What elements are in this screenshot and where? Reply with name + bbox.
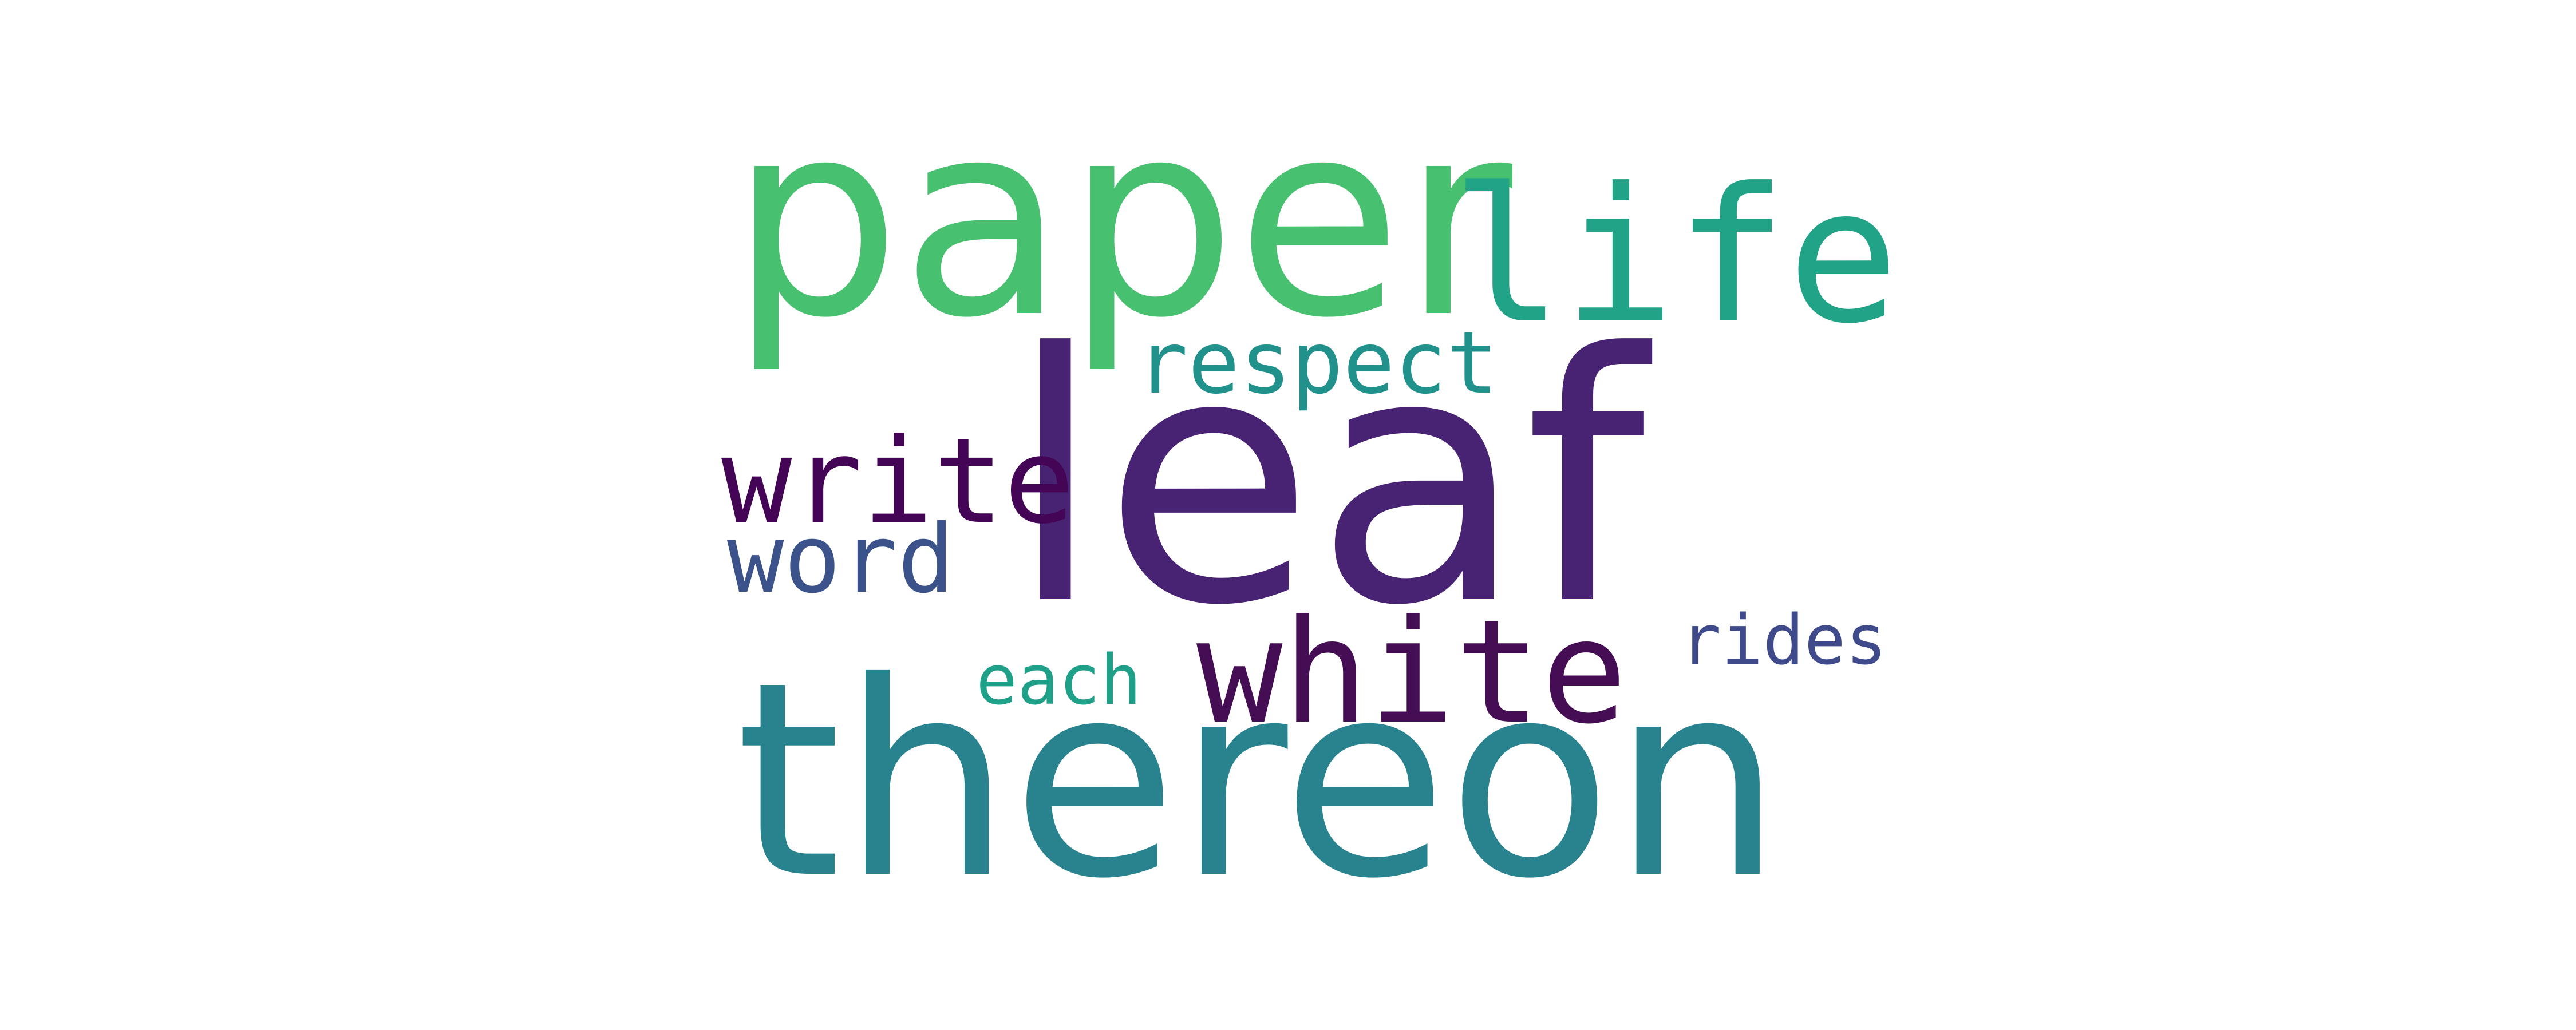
word-each: each bbox=[976, 641, 1141, 720]
word-word: word bbox=[727, 504, 955, 614]
word-leaf: leaf bbox=[1008, 280, 1646, 680]
word-paper: paper bbox=[730, 64, 1513, 377]
word-rides: rides bbox=[1680, 601, 1887, 680]
word-respect: respect bbox=[1136, 314, 1499, 413]
word-life: life bbox=[1451, 148, 1899, 365]
word-thereon: thereon bbox=[736, 624, 1783, 937]
word-white: white bbox=[1196, 589, 1627, 755]
word-write: write bbox=[721, 414, 1075, 550]
